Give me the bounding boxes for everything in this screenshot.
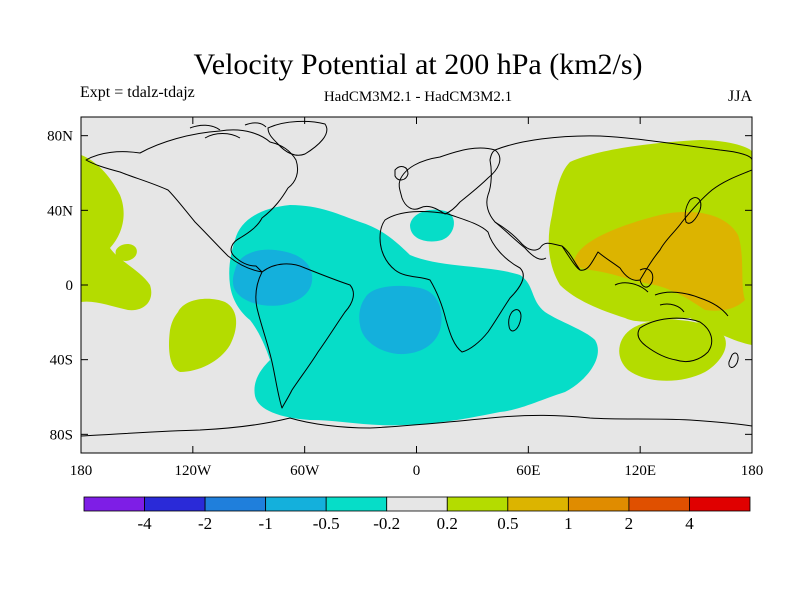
coast-north-america (85, 129, 299, 273)
colorbar-swatch-2 (204, 496, 267, 512)
colorbar-label-9: 4 (685, 514, 694, 533)
x-tick-label-5: 120E (624, 463, 656, 479)
colorbar-swatch-8 (567, 496, 630, 512)
coast-greenland (267, 120, 328, 156)
x-tick-label-6: 180 (741, 463, 764, 479)
colorbar-label-6: 0.5 (497, 514, 518, 533)
contour-neg-0.2-0.5-mediterranean (410, 209, 454, 242)
y-axis: 80N 40N 0 40S 80S (47, 129, 752, 443)
colorbar-swatch-0 (83, 496, 145, 512)
coast-europe (398, 147, 501, 215)
colorbar-label-4: -0.2 (373, 514, 400, 533)
contour-neg-0.5-1-central-america (232, 249, 313, 306)
y-tick-label-3: 40S (50, 353, 73, 369)
x-tick-label-2: 60W (290, 463, 320, 479)
coastlines (81, 120, 752, 437)
coast-africa (379, 211, 524, 353)
coast-asia (486, 135, 752, 281)
colorbar-label-1: -2 (198, 514, 212, 533)
colorbar-swatch-1 (144, 496, 206, 512)
contour-pos-0.2-0.5-east-pacific-south (169, 298, 237, 372)
coast-new-zealand (728, 352, 739, 368)
map-title: Velocity Potential at 200 hPa (km2/s) (193, 48, 642, 81)
colorbar-swatch-9 (628, 496, 690, 512)
x-tick-label-0: 180 (70, 463, 93, 479)
y-tick-label-0: 80N (47, 129, 73, 145)
contour-neg-0.5-1-south-atlantic (359, 285, 442, 355)
colorbar-label-0: -4 (137, 514, 152, 533)
y-tick-label-4: 80S (50, 427, 73, 443)
subtitle-models: HadCM3M2.1 - HadCM3M2.1 (324, 89, 512, 105)
x-tick-label-4: 60E (516, 463, 540, 479)
colorbar-label-7: 1 (564, 514, 573, 533)
coast-antarctica (81, 414, 752, 437)
coast-south-america (255, 263, 354, 409)
coast-arctic-islands (189, 122, 267, 139)
colorbar-label-2: -1 (259, 514, 273, 533)
colorbar-swatch-10 (689, 496, 751, 512)
colorbar-label-3: -0.5 (313, 514, 340, 533)
coast-maritime-continent (614, 268, 729, 317)
shaded-contours (81, 140, 752, 426)
colorbar-swatch-4 (325, 496, 388, 512)
coast-japan (684, 197, 702, 224)
colorbar-swatch-7 (507, 496, 569, 512)
y-tick-label-2: 0 (66, 278, 74, 294)
subtitle-season: JJA (728, 88, 752, 105)
colorbar-label-8: 2 (625, 514, 634, 533)
x-tick-label-3: 0 (413, 463, 421, 479)
x-tick-label-1: 120W (174, 463, 212, 479)
contour-pos-0.2-0.5-australia (619, 319, 726, 381)
colorbar-swatch-3 (265, 496, 327, 512)
colorbar-swatch-5 (386, 496, 448, 512)
contour-pos-0.5-1-west-pacific (574, 211, 745, 311)
coast-british-isles (394, 166, 409, 181)
contour-pos-0.2-0.5-west-pacific-north (81, 155, 152, 311)
contour-pos-0.2-0.5-small-blob (115, 244, 137, 261)
colorbar-swatch-6 (446, 496, 509, 512)
x-axis: 180 120W 60W 0 60E 120E 180 (70, 117, 764, 479)
coast-australia (637, 317, 713, 363)
subtitle-experiment: Expt = tdalz-tdajz (80, 84, 195, 101)
colorbar-label-5: 0.2 (437, 514, 458, 533)
colorbar: -4 -2 -1 -0.5 -0.2 0.2 0.5 1 2 4 (83, 496, 751, 533)
map-panel: 180 120W 60W 0 60E 120E 180 80N 40N 0 40S 80S (47, 116, 764, 479)
coast-madagascar (508, 309, 522, 332)
coast-arabia-india (494, 221, 581, 271)
y-tick-label-1: 40N (47, 203, 73, 219)
